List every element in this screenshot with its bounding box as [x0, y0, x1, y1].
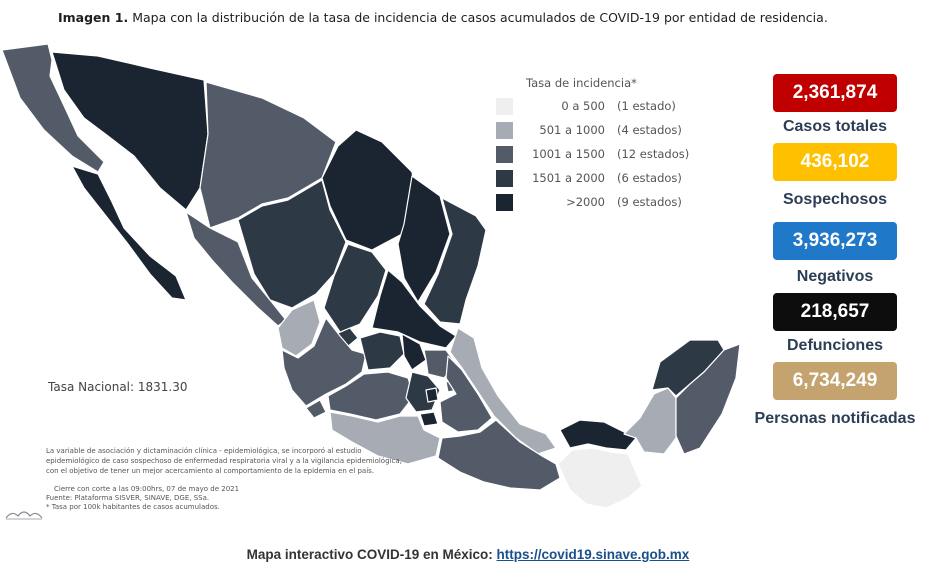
stat-value-box: 2,361,874: [773, 74, 897, 112]
stat-label: Casos totales: [782, 118, 888, 135]
stat-value-box: 436,102: [773, 143, 897, 181]
state-guanajuato: [359, 331, 405, 371]
incidence-legend: Tasa de incidencia* 0 a 500 (1 estado) 5…: [496, 76, 689, 214]
figure-title: Imagen 1. Mapa con la distribución de la…: [58, 10, 828, 25]
legend-count: (4 estados): [617, 123, 682, 137]
legend-count: (1 estado): [617, 99, 676, 113]
stat-defunciones: 218,657 Defunciones: [744, 293, 926, 355]
state-guerrero: [329, 411, 441, 465]
legend-count: (6 estados): [617, 171, 682, 185]
legend-range: >2000: [566, 195, 605, 209]
note-line: con el objetivo de tener un mejor acerca…: [46, 467, 375, 475]
stat-value-box: 3,936,273: [773, 222, 897, 260]
figure-title-text: Mapa con la distribución de la tasa de i…: [132, 10, 828, 25]
legend-count: (9 estados): [617, 195, 682, 209]
stat-sospechosos: 436,102 Sospechosos: [744, 143, 926, 209]
footer-label: Mapa interactivo COVID-19 en México:: [246, 547, 493, 562]
legend-range: 501 a 1000: [539, 123, 605, 137]
state-campeche: [623, 387, 677, 455]
state-nayarit: [277, 299, 321, 357]
state-chiapas: [557, 447, 643, 509]
state-estado-de-mexico: [405, 371, 441, 413]
interactive-map-link[interactable]: https://covid19.sinave.gob.mx: [496, 547, 690, 562]
stat-value-box: 6,734,249: [773, 362, 897, 400]
state-baja-california: [1, 43, 105, 173]
legend-row: >2000 (9 estados): [496, 190, 689, 214]
legend-row: 501 a 1000 (4 estados): [496, 118, 689, 142]
state-tabasco: [559, 419, 637, 451]
legend-swatch: [496, 97, 513, 115]
stat-label: Sospechosos: [782, 191, 888, 208]
state-puebla: [439, 355, 493, 433]
legend-row: 1001 a 1500 (12 estados): [496, 142, 689, 166]
state-tamaulipas: [423, 197, 487, 325]
mexico-incidence-map: [1, 43, 740, 509]
closing-line: Fuente: Plataforma SISVER, SINAVE, DGE, …: [46, 494, 210, 502]
state-baja-california-sur: [71, 165, 187, 301]
closing-line: Cierre con corte a las 09:00hrs, 07 de m…: [54, 485, 240, 493]
methodology-note: La variable de asociación y dictaminació…: [46, 446, 446, 476]
agency-logo-icon: [5, 511, 43, 520]
stat-personas-notificadas: 6,734,249 Personas notificadas: [744, 362, 926, 428]
closing-line: * Tasa por 100k habitantes de casos acum…: [46, 503, 220, 511]
national-rate: Tasa Nacional: 1831.30: [48, 380, 188, 394]
state-oaxaca: [437, 419, 561, 491]
stat-negativos: 3,936,273 Negativos: [744, 222, 926, 286]
stat-label: Defunciones: [786, 337, 883, 354]
state-zacatecas: [323, 243, 387, 333]
state-colima: [305, 399, 327, 419]
legend-range: 1001 a 1500: [532, 147, 605, 161]
footer: Mapa interactivo COVID-19 en México: htt…: [0, 547, 936, 562]
state-sonora: [51, 51, 209, 211]
stat-label: Personas notificadas: [754, 410, 916, 427]
state-quintana-roo: [675, 343, 740, 455]
legend-swatch: [496, 145, 513, 163]
state-chihuahua: [199, 81, 337, 229]
note-line: La variable de asociación y dictaminació…: [46, 447, 362, 455]
state-jalisco: [281, 317, 367, 407]
source-note: Cierre con corte a las 09:00hrs, 07 de m…: [46, 485, 239, 512]
figure-title-prefix: Imagen 1.: [58, 10, 129, 25]
state-nuevo-leon: [397, 175, 451, 303]
legend-range: 0 a 500: [561, 99, 605, 113]
state-morelos: [419, 411, 439, 427]
legend-title: Tasa de incidencia*: [526, 76, 637, 90]
state-veracruz: [449, 327, 557, 455]
legend-swatch: [496, 121, 513, 139]
note-line: epidemiológico de caso sospechoso de enf…: [46, 457, 402, 465]
legend-swatch: [496, 169, 513, 187]
legend-row: 0 a 500 (1 estado): [496, 94, 689, 118]
stat-casos-totales: 2,361,874 Casos totales: [744, 74, 926, 136]
legend-range: 1501 a 2000: [532, 171, 605, 185]
legend-row: 1501 a 2000 (6 estados): [496, 166, 689, 190]
legend-count: (12 estados): [617, 147, 690, 161]
legend-swatch: [496, 193, 513, 211]
state-durango: [237, 179, 347, 309]
stat-label: Negativos: [796, 268, 874, 285]
stat-value-box: 218,657: [773, 293, 897, 331]
state-cdmx: [425, 387, 439, 403]
state-queretaro: [401, 333, 427, 371]
